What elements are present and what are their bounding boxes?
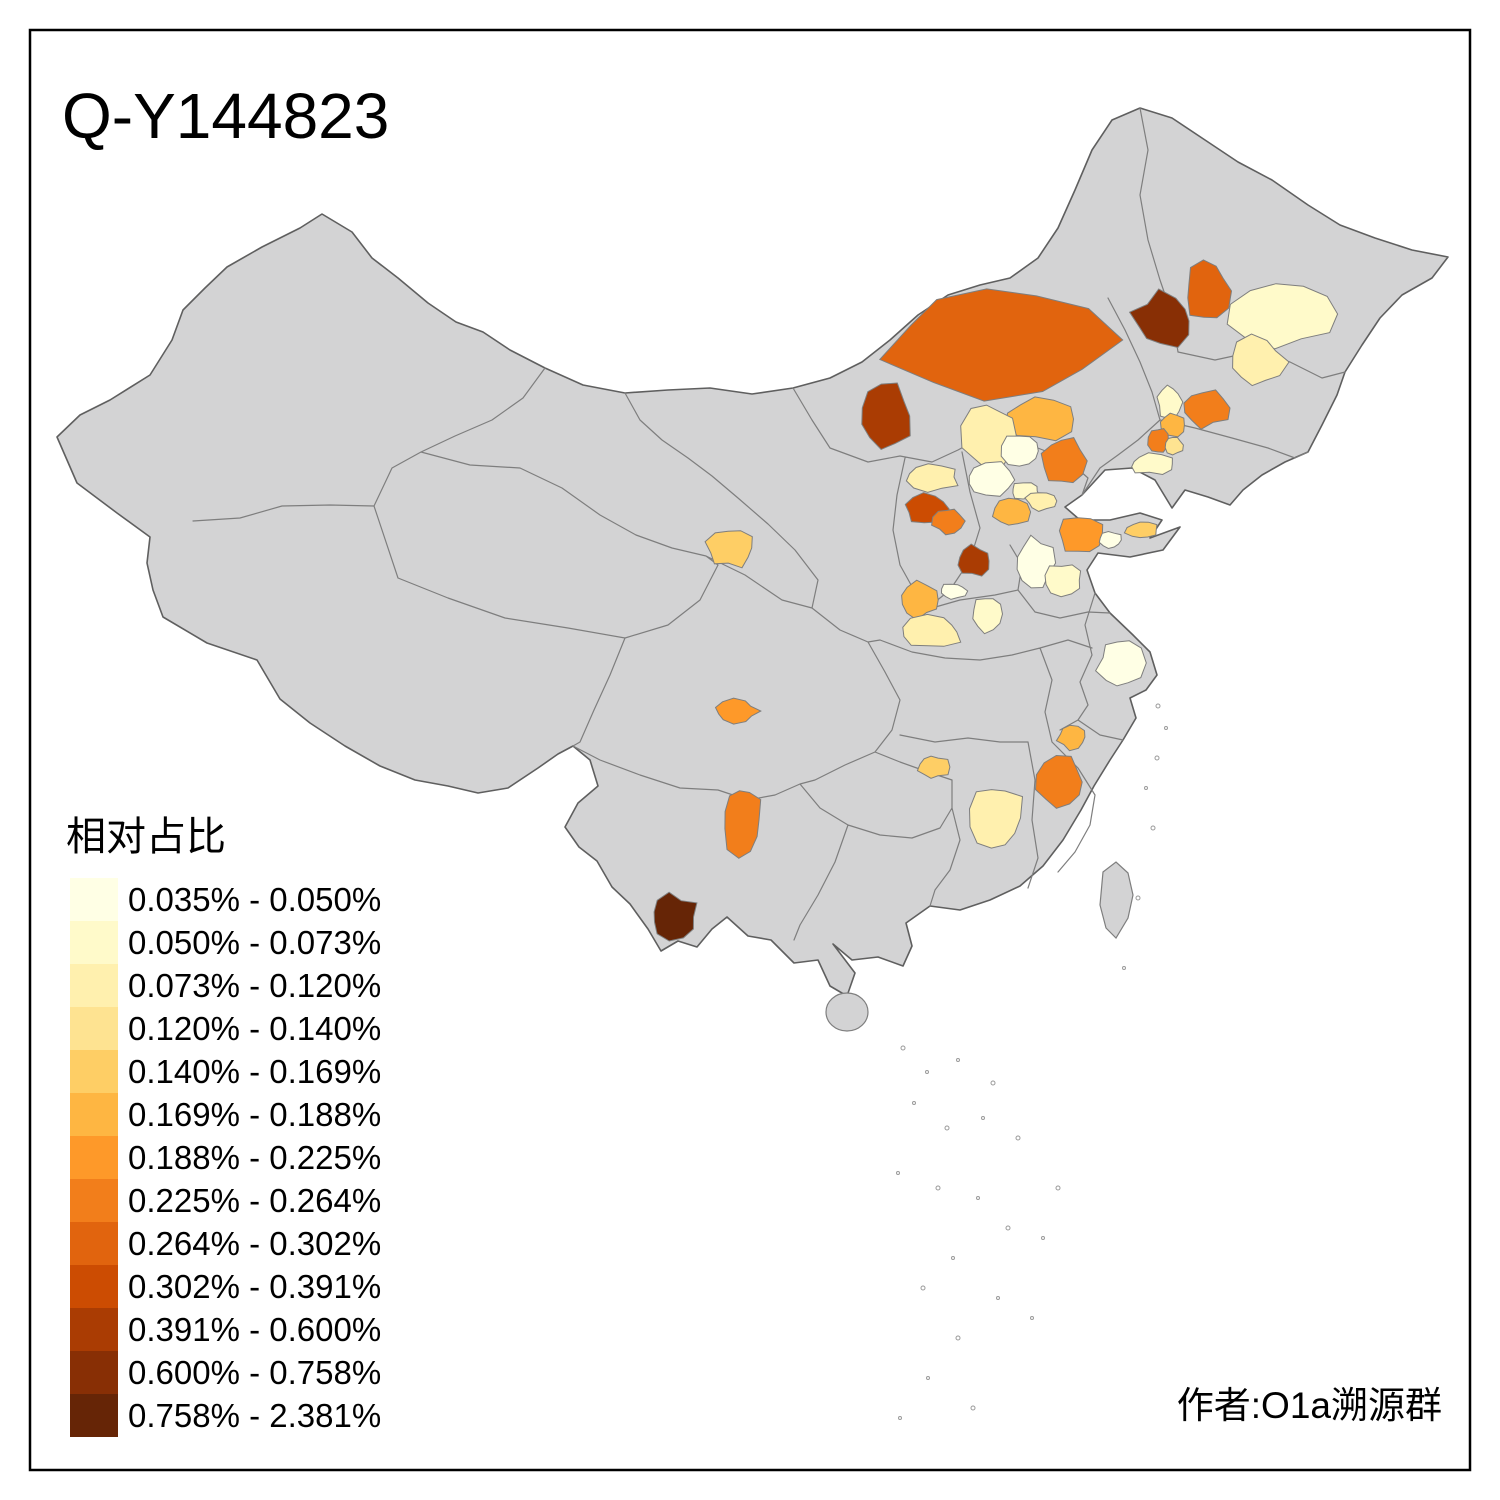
legend-swatch — [70, 1394, 118, 1437]
legend-label: 0.035% - 0.050% — [128, 881, 381, 918]
map-region-henan-mid-pale — [972, 598, 1004, 635]
map-region-shandong-east-cream — [1098, 530, 1122, 550]
map-region-yunnan-east-orange — [724, 790, 762, 859]
legend: 相对占比 0.035% - 0.050% 0.050% - 0.073% 0.073… — [66, 815, 381, 1437]
attribution-text: 作者:O1a溯源群 — [1177, 1385, 1442, 1426]
legend-swatch — [70, 1308, 118, 1351]
plot-frame — [28, 28, 1472, 1472]
legend-label: 0.391% - 0.600% — [128, 1311, 381, 1348]
map-region-northeast-pale-large — [1226, 283, 1339, 350]
legend-label: 0.225% - 0.264% — [128, 1182, 381, 1219]
map-region-northeast-golden — [1232, 333, 1290, 387]
map-region-inner-mongolia-central-large — [878, 288, 1124, 402]
map-region-xinzhou-pale-band — [905, 463, 959, 493]
legend-swatch — [70, 1222, 118, 1265]
map-region-kaifeng-cream — [940, 583, 969, 600]
legend-label: 0.050% - 0.073% — [128, 924, 381, 961]
map-region-hengshui-pale — [1024, 492, 1058, 512]
map-region-yellow-river-bend-dark — [861, 382, 911, 450]
map-region-sichuan-crescent-orange — [714, 697, 762, 725]
map-region-jiangxi-east-orange — [1034, 754, 1083, 809]
legend-swatch — [70, 921, 118, 964]
map-region-liaoning-north-orange — [1147, 428, 1170, 453]
choropleth-regions — [653, 259, 1339, 942]
map-region-jiangsu-coast-pale — [1094, 640, 1147, 687]
south-china-sea-islets — [896, 703, 1168, 1420]
legend-label: 0.188% - 0.225% — [128, 1139, 381, 1176]
legend-label: 0.140% - 0.169% — [128, 1053, 381, 1090]
map-region-hunan-pale — [968, 789, 1024, 849]
map-region-tangshan-orange — [1040, 437, 1088, 484]
legend-label: 0.302% - 0.391% — [128, 1268, 381, 1305]
legend-swatch — [70, 1179, 118, 1222]
legend-label: 0.169% - 0.188% — [128, 1096, 381, 1133]
map-region-jilin-orange — [1183, 389, 1231, 430]
map-region-henan-south-pale-gold — [902, 613, 962, 647]
legend-swatch — [70, 1050, 118, 1093]
legend-label: 0.264% - 0.302% — [128, 1225, 381, 1262]
map-region-shandong-south-pale — [1044, 564, 1082, 598]
islands — [825, 703, 1168, 1420]
taiwan-island — [1099, 861, 1134, 939]
map-region-jinan-orange — [1058, 517, 1104, 553]
map-region-yangquan-orange — [931, 508, 966, 536]
map-region-baoding-cream — [968, 461, 1016, 497]
map-region-shijiazhuang-golden — [991, 497, 1032, 526]
china-outline — [56, 107, 1449, 997]
legend-label: 0.073% - 0.120% — [128, 967, 381, 1004]
legend-rows: 0.035% - 0.050% 0.050% - 0.073% 0.073% - 0… — [70, 878, 381, 1437]
legend-swatch — [70, 1093, 118, 1136]
legend-swatch — [70, 878, 118, 921]
plot-title: Q-Y144823 — [62, 80, 389, 152]
map-region-liaoning-golden — [1164, 436, 1184, 456]
legend-swatch — [70, 1351, 118, 1394]
hainan-island — [825, 992, 869, 1032]
map-region-beijing-white — [1000, 435, 1039, 467]
map-region-gansu-golden — [704, 530, 753, 569]
map-region-guizhou-north-golden — [916, 755, 951, 779]
legend-swatch — [70, 964, 118, 1007]
map-region-shandong-peninsula-golden — [1123, 521, 1158, 539]
legend-swatch — [70, 1265, 118, 1308]
map-region-northeast-dark-brown — [1128, 288, 1190, 349]
map-region-liaoning-south-pale — [1131, 452, 1173, 476]
legend-label: 0.600% - 0.758% — [128, 1354, 381, 1391]
legend-title: 相对占比 — [66, 815, 226, 859]
map-region-zhengzhou-orange — [901, 579, 939, 621]
map-region-anhui-southeast-light-orange — [1055, 724, 1086, 752]
map-region-yunnan-south-darkest — [653, 891, 698, 942]
legend-label: 0.120% - 0.140% — [128, 1010, 381, 1047]
map-region-jilin-light-orange — [1159, 412, 1185, 438]
legend-swatch — [70, 1007, 118, 1050]
map-region-south-shanxi-dark-red — [957, 543, 990, 577]
legend-swatch — [70, 1136, 118, 1179]
legend-label: 0.758% - 2.381% — [128, 1397, 381, 1434]
map-region-northeast-orange — [1187, 259, 1233, 319]
